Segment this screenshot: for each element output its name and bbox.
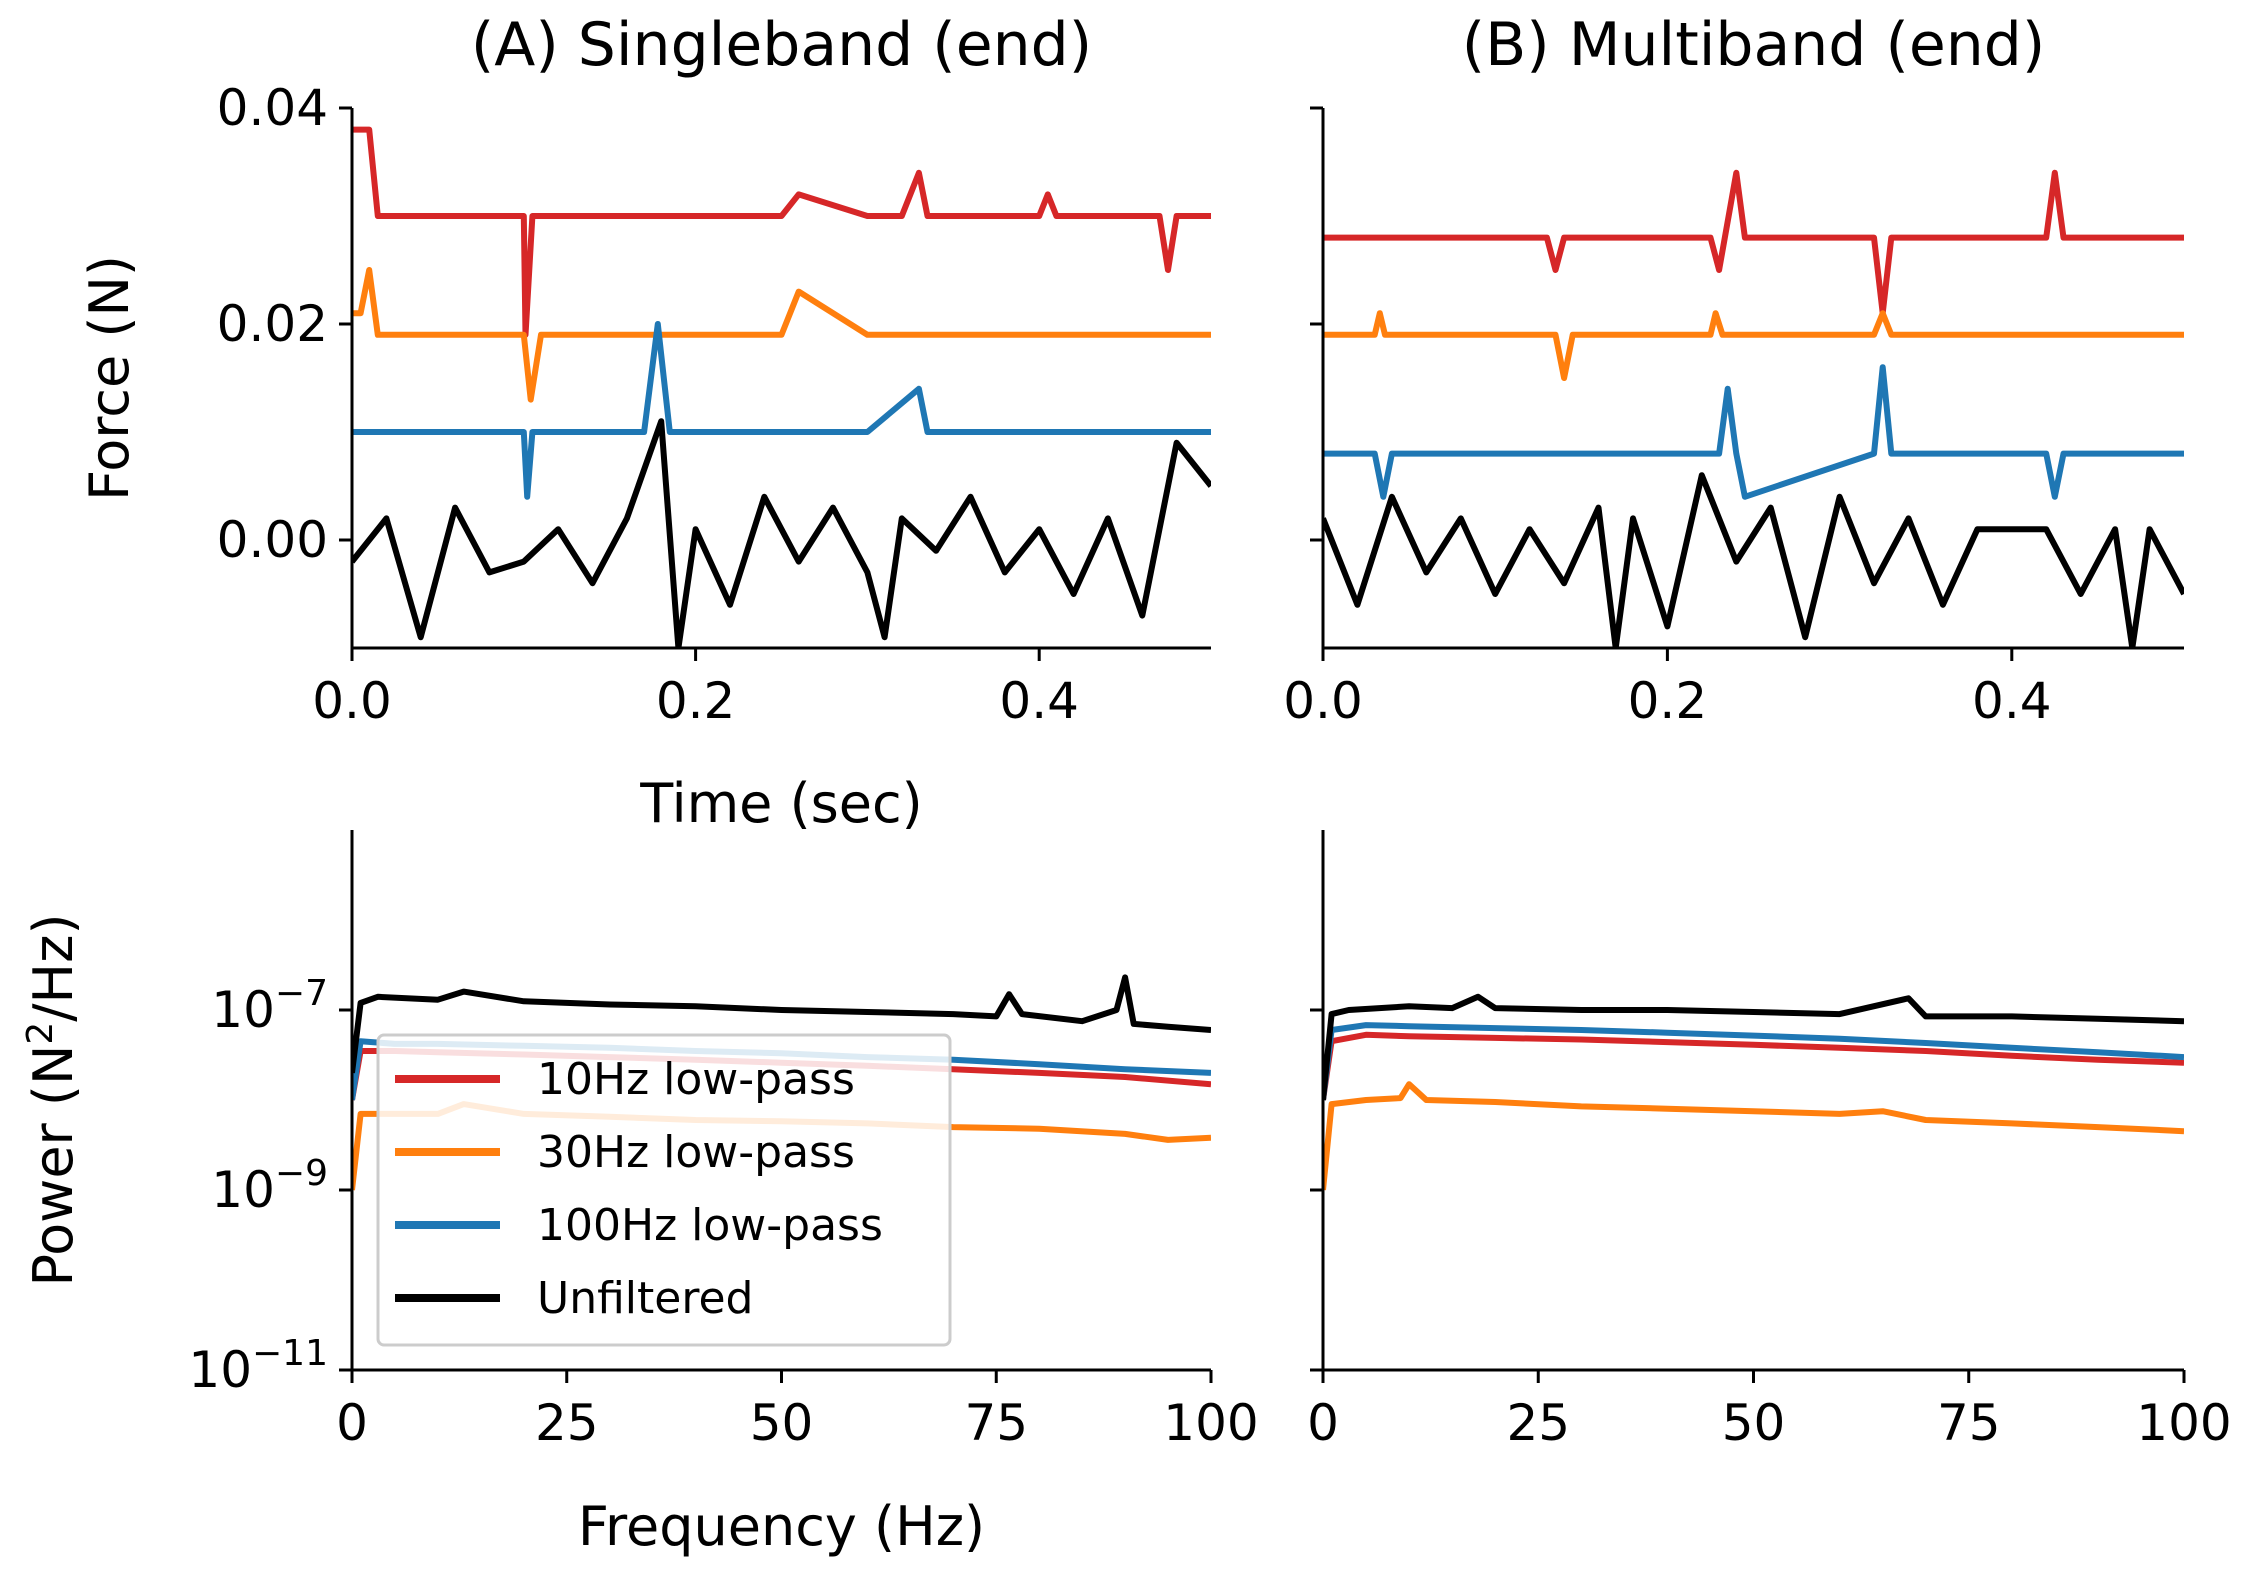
x-tick-label: 50 (1722, 1394, 1786, 1452)
x-tick-label: 100 (1163, 1394, 1258, 1452)
series-group (352, 126, 1211, 648)
x-tick-label: 0.2 (1628, 672, 1708, 730)
series-line-4 (1323, 993, 2184, 1101)
series-line-3 (1323, 1022, 2184, 1101)
x-tick-label: 25 (535, 1394, 599, 1452)
series-line-4 (352, 418, 1211, 648)
series-group (1323, 993, 2184, 1191)
x-tick-label: 50 (750, 1394, 814, 1452)
panel-multiband-force: (B) Multiband (end) 0.0 0.2 0.4 (1283, 10, 2184, 730)
y-tick-label: 10−9 (211, 1153, 328, 1219)
x-tick-label: 75 (1937, 1394, 2001, 1452)
legend-label-unfiltered: Unfiltered (537, 1273, 753, 1324)
x-tick-label: 100 (2136, 1394, 2231, 1452)
panel-title-singleband: (A) Singleband (end) (471, 10, 1092, 80)
y-axis-label-force: Force (N) (78, 255, 141, 501)
panel-title-multiband: (B) Multiband (end) (1462, 10, 2046, 80)
legend-label-30hz: 30Hz low-pass (537, 1127, 855, 1178)
x-axis-label-time: Time (sec) (639, 772, 923, 835)
y-tick-label: 10−11 (188, 1333, 328, 1399)
x-tick-label: 75 (964, 1394, 1028, 1452)
panel-multiband-power: 0 25 50 75 100 (1307, 830, 2232, 1452)
series-line-2 (1323, 1081, 2184, 1191)
legend: 10Hz low-pass 30Hz low-pass 100Hz low-pa… (376, 1033, 952, 1347)
series-group (1323, 169, 2184, 648)
y-tick-label: 0.02 (217, 295, 328, 353)
x-tick-label: 0 (1307, 1394, 1339, 1452)
series-line-3 (352, 321, 1211, 500)
y-axis-label-power: Power (N2/Hz) (20, 913, 85, 1286)
x-tick-label: 0.4 (999, 672, 1079, 730)
y-tick-label: 0.04 (217, 79, 328, 137)
x-tick-label: 0.2 (656, 672, 736, 730)
x-tick-label: 0 (336, 1394, 368, 1452)
legend-label-10hz: 10Hz low-pass (537, 1054, 855, 1105)
panel-singleband-force: (A) Singleband (end) Time (sec) Force (N… (78, 10, 1211, 835)
legend-label-100hz: 100Hz low-pass (537, 1200, 883, 1251)
series-line-4 (352, 974, 1211, 1074)
x-tick-label: 25 (1506, 1394, 1570, 1452)
series-line-1 (352, 126, 1211, 338)
series-line-1 (1323, 169, 2184, 317)
x-tick-label: 0.0 (1283, 672, 1363, 730)
x-axis-label-frequency: Frequency (Hz) (578, 1495, 985, 1558)
series-line-3 (1323, 364, 2184, 500)
y-tick-label: 10−7 (211, 973, 328, 1039)
series-line-2 (1323, 310, 2184, 381)
series-line-4 (1323, 472, 2184, 648)
series-line-2 (352, 267, 1211, 403)
x-tick-label: 0.0 (312, 672, 392, 730)
series-line-1 (1323, 1031, 2184, 1101)
x-tick-label: 0.4 (1972, 672, 2052, 730)
y-tick-label: 0.00 (217, 511, 328, 569)
legend-frame (376, 1033, 952, 1347)
